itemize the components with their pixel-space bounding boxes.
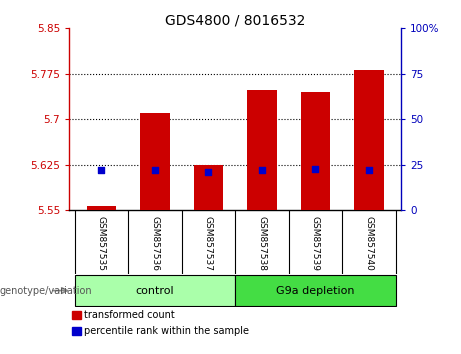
FancyBboxPatch shape (75, 275, 235, 306)
Text: GSM857540: GSM857540 (365, 216, 373, 270)
Text: GSM857535: GSM857535 (97, 216, 106, 270)
Bar (140, 113, 170, 210)
Bar (72, 311, 81, 319)
Point (98, 167, 105, 173)
Text: GSM857539: GSM857539 (311, 216, 320, 270)
Text: GSM857537: GSM857537 (204, 216, 213, 270)
Bar (194, 165, 223, 210)
Text: GSM857536: GSM857536 (150, 216, 160, 270)
Point (151, 167, 159, 173)
Bar (87, 206, 116, 210)
Text: GSM857538: GSM857538 (257, 216, 266, 270)
Point (258, 167, 266, 173)
Title: GDS4800 / 8016532: GDS4800 / 8016532 (165, 13, 305, 27)
Point (312, 166, 319, 172)
Bar (301, 92, 330, 210)
Text: percentile rank within the sample: percentile rank within the sample (84, 326, 249, 336)
FancyBboxPatch shape (235, 275, 396, 306)
Point (205, 169, 212, 175)
Text: transformed count: transformed count (84, 310, 175, 320)
Bar (354, 70, 384, 210)
Bar (247, 90, 277, 210)
Bar (72, 327, 81, 335)
Text: control: control (136, 286, 174, 296)
Point (365, 167, 372, 173)
Text: G9a depletion: G9a depletion (276, 286, 355, 296)
Text: genotype/variation: genotype/variation (0, 286, 93, 296)
